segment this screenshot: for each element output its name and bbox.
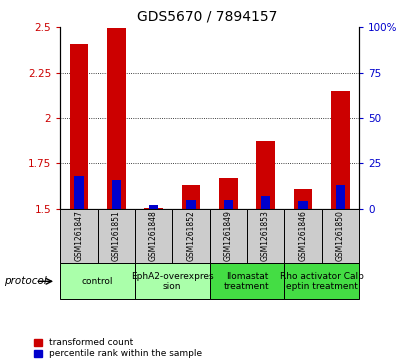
Bar — [261, 196, 270, 209]
Bar — [298, 201, 308, 209]
Text: GSM1261848: GSM1261848 — [149, 211, 158, 261]
Text: GSM1261850: GSM1261850 — [336, 211, 345, 261]
Bar — [60, 263, 135, 299]
Text: protocol: protocol — [4, 276, 47, 286]
Bar — [224, 200, 233, 209]
Bar — [172, 209, 210, 263]
Text: GDS5670 / 7894157: GDS5670 / 7894157 — [137, 9, 278, 23]
Bar — [247, 209, 284, 263]
Bar — [210, 209, 247, 263]
Text: GSM1261846: GSM1261846 — [298, 211, 308, 261]
Bar — [98, 209, 135, 263]
Bar — [181, 185, 200, 209]
Text: EphA2-overexpres
sion: EphA2-overexpres sion — [131, 272, 214, 291]
Bar — [135, 263, 210, 299]
Bar — [256, 140, 275, 209]
Bar — [186, 200, 195, 209]
Bar — [219, 178, 237, 209]
Bar — [60, 209, 98, 263]
Bar — [112, 180, 121, 209]
Text: GSM1261851: GSM1261851 — [112, 211, 121, 261]
Text: GSM1261847: GSM1261847 — [74, 211, 83, 261]
Bar — [284, 263, 359, 299]
Bar — [294, 189, 312, 209]
Bar — [336, 185, 345, 209]
Legend: transformed count, percentile rank within the sample: transformed count, percentile rank withi… — [34, 338, 202, 359]
Text: control: control — [82, 277, 113, 286]
Bar — [331, 91, 349, 209]
Bar — [149, 205, 158, 209]
Bar — [284, 209, 322, 263]
Text: Ilomastat
treatment: Ilomastat treatment — [224, 272, 270, 291]
Bar — [322, 209, 359, 263]
Text: GSM1261853: GSM1261853 — [261, 211, 270, 261]
Bar — [144, 208, 163, 209]
Bar — [210, 263, 284, 299]
Bar — [107, 28, 125, 209]
Bar — [135, 209, 172, 263]
Text: GSM1261852: GSM1261852 — [186, 211, 195, 261]
Text: Rho activator Calp
eptin treatment: Rho activator Calp eptin treatment — [280, 272, 364, 291]
Text: GSM1261849: GSM1261849 — [224, 211, 233, 261]
Bar — [69, 44, 88, 209]
Bar — [74, 176, 83, 209]
